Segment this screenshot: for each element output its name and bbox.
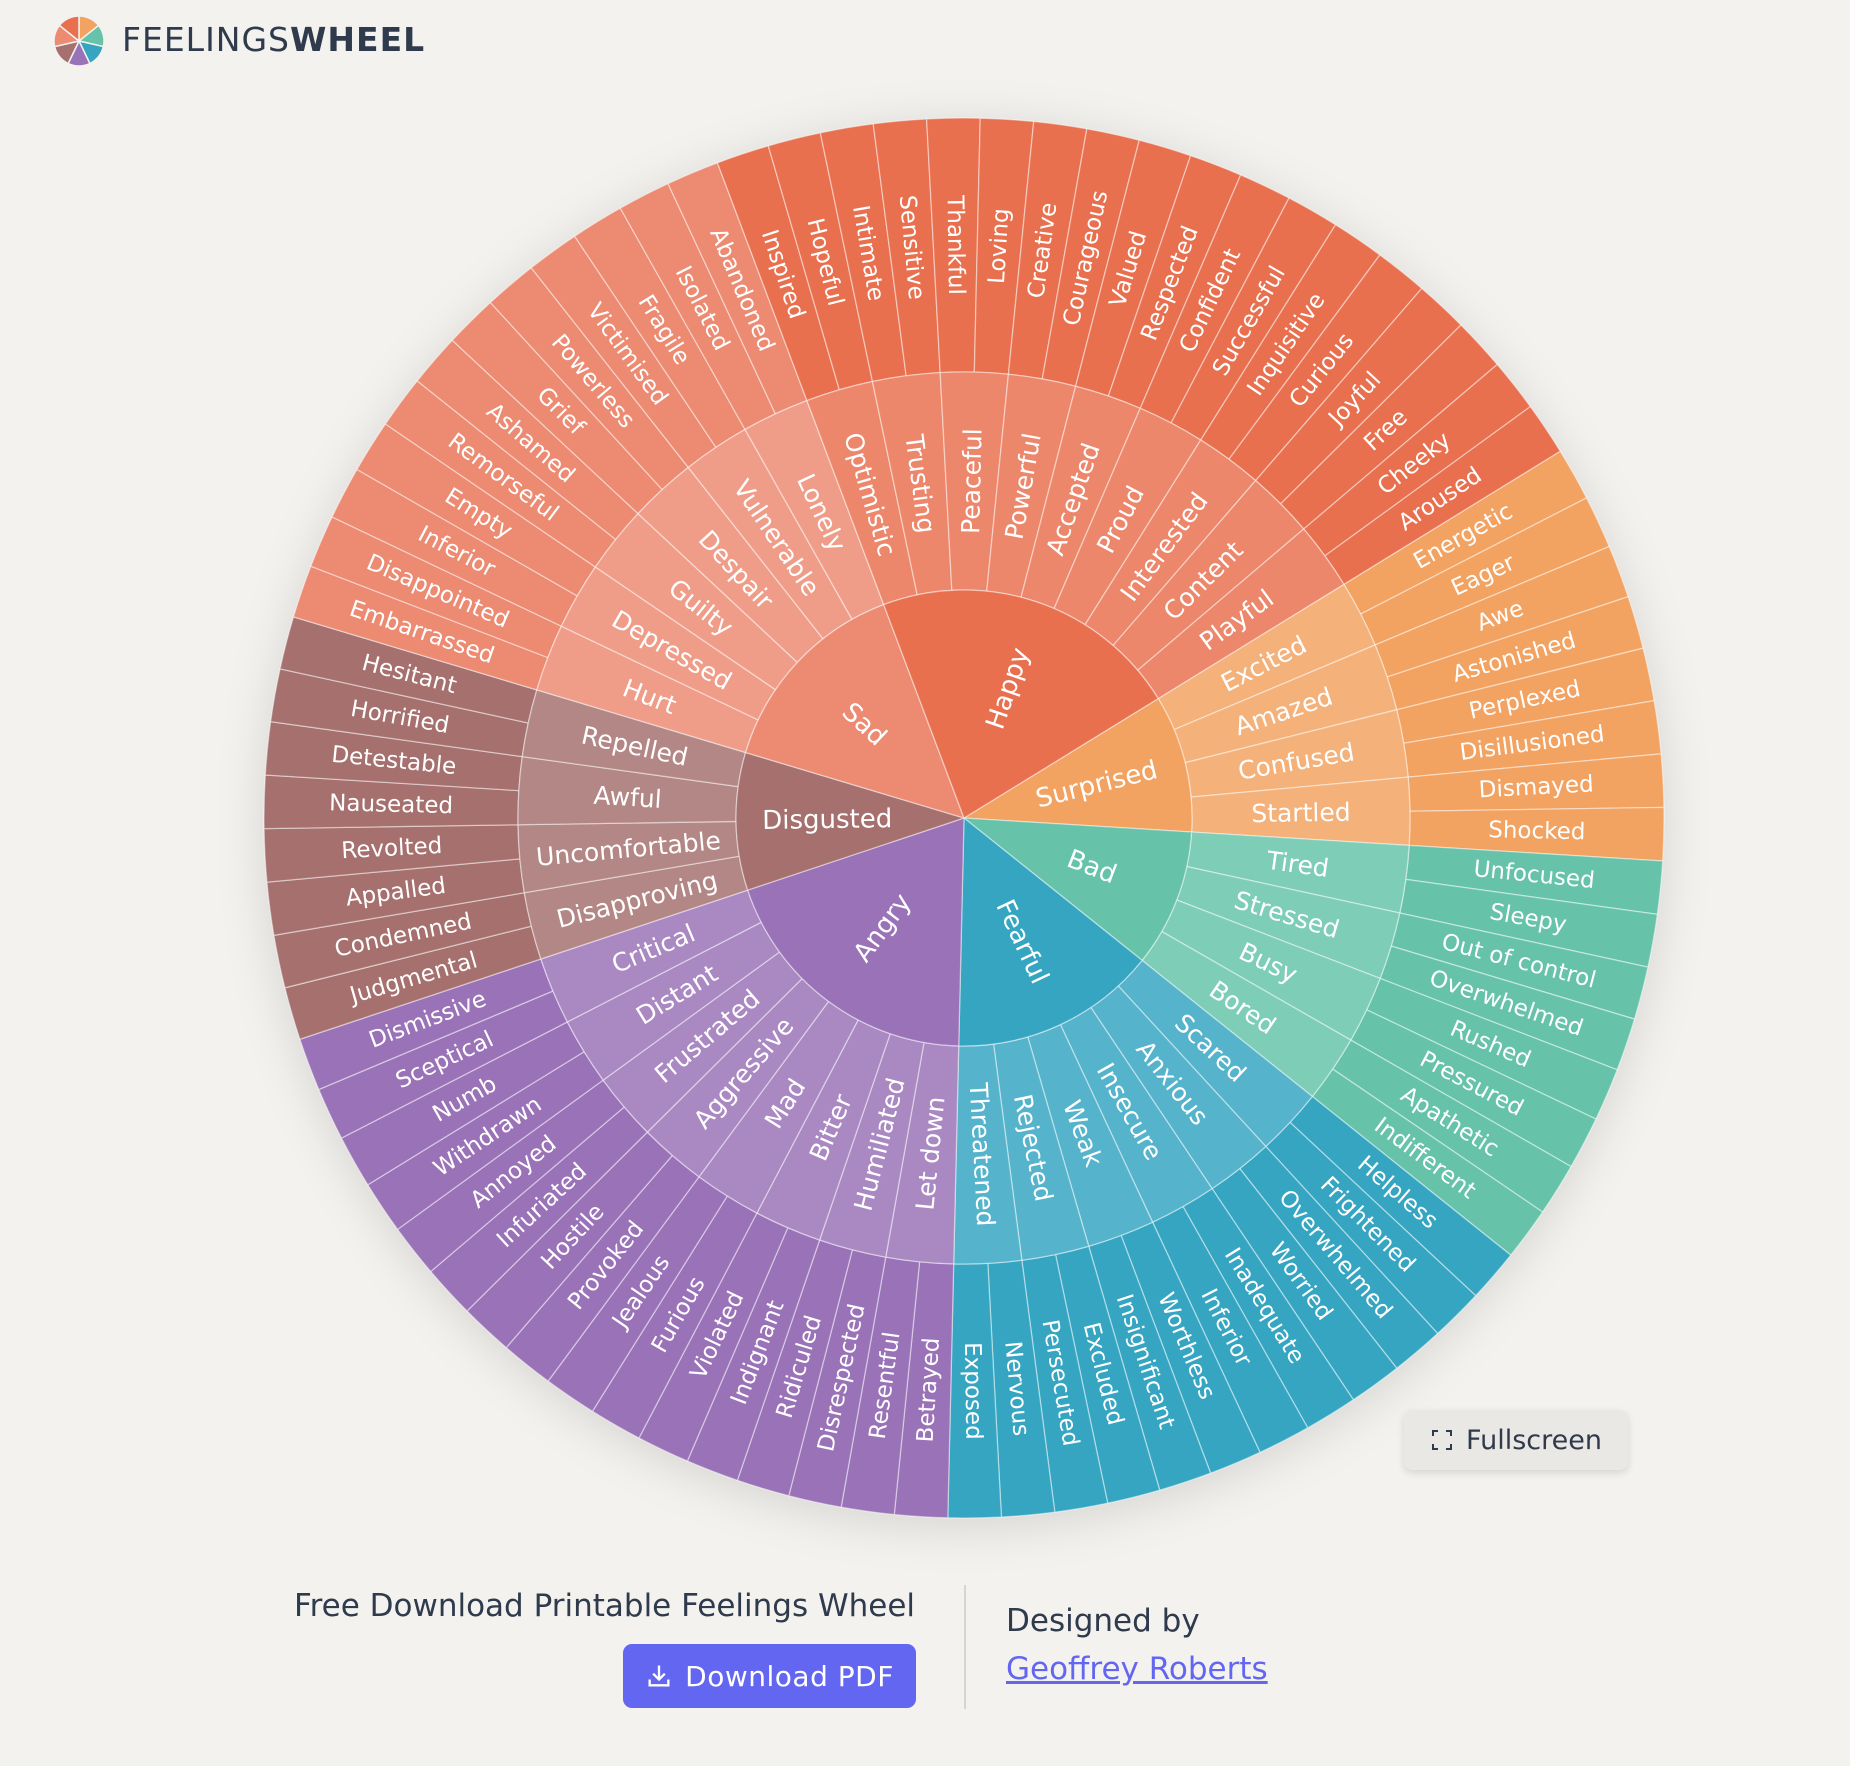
logo-slice: [58, 15, 80, 43]
emotion-segment: [735, 751, 967, 891]
credit-label: Designed by: [1006, 1603, 1200, 1639]
download-label: Download PDF: [685, 1659, 894, 1693]
feeling-label: Startled: [1251, 798, 1351, 829]
fullscreen-icon: [1432, 1430, 1453, 1450]
download-heading: Free Download Printable Feelings Wheel: [294, 1588, 915, 1624]
brand: FEELINGSWHEEL: [122, 20, 425, 59]
feelings-wheel: [263, 117, 1665, 1519]
divider: [964, 1585, 966, 1709]
word-label: Dismayed: [1478, 771, 1594, 803]
fullscreen-label: Fullscreen: [1466, 1424, 1602, 1456]
download-button[interactable]: Download PDF: [623, 1644, 916, 1708]
word-label: Thankful: [942, 194, 970, 295]
credit-link[interactable]: Geoffrey Roberts: [1006, 1651, 1268, 1687]
emotion-segment: [744, 603, 966, 819]
emotion-label: Disgusted: [762, 804, 892, 836]
word-label: Nauseated: [329, 790, 453, 819]
fullscreen-button[interactable]: Fullscreen: [1404, 1410, 1628, 1470]
feeling-label: Awful: [593, 781, 663, 814]
emotion-segment: [961, 697, 1193, 833]
brand-light: FEELINGS: [122, 20, 291, 59]
word-label: Loving: [984, 208, 1015, 285]
emotion-segment: [961, 817, 1193, 962]
word-label: Revolted: [341, 833, 443, 864]
emotion-segment: [882, 589, 1160, 819]
emotion-segment: [746, 817, 965, 1047]
download-icon: [648, 1665, 670, 1687]
word-label: Betrayed: [913, 1337, 945, 1443]
word-label: Exposed: [959, 1342, 986, 1440]
word-label: Shocked: [1488, 817, 1586, 845]
feeling-label: Peaceful: [956, 428, 987, 534]
emotion-segment: [958, 816, 1143, 1047]
logo-icon: [53, 15, 105, 67]
brand-bold: WHEEL: [290, 20, 426, 59]
